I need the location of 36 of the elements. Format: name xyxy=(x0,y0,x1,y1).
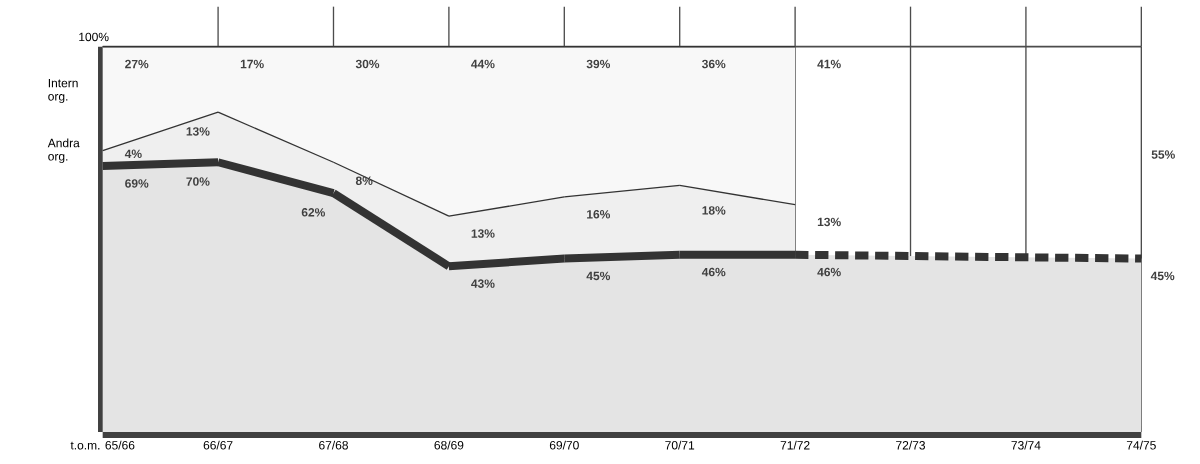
text: 100% xyxy=(79,32,109,42)
data-label: 13% xyxy=(186,127,210,136)
data-label: 41% xyxy=(817,59,841,69)
data-label: 45% xyxy=(1150,271,1175,281)
data-label: 4% xyxy=(124,149,142,158)
x-tick-label: 71/72 xyxy=(780,440,810,450)
data-label: 18% xyxy=(702,206,726,215)
data-label: 39% xyxy=(586,59,611,69)
x-tick-label: 67/68 xyxy=(319,440,348,450)
data-label: 45% xyxy=(586,271,611,281)
data-label: 16% xyxy=(587,210,611,219)
text: 55% xyxy=(1151,150,1175,159)
x-tick-label: 70/71 xyxy=(665,440,695,450)
data-label: 62% xyxy=(301,208,325,217)
data-label: 36% xyxy=(702,59,726,69)
data-label: 43% xyxy=(471,279,495,288)
x-tick-label: 73/74 xyxy=(1011,440,1041,450)
x-tick-label: 74/75 xyxy=(1126,440,1156,450)
data-label: 30% xyxy=(355,59,380,69)
text: Intern org. xyxy=(48,78,78,104)
data-label: 70% xyxy=(186,177,210,186)
x-tick-label: 68/69 xyxy=(434,440,464,450)
x-tick-label: t.o.m. 65/66 xyxy=(70,440,135,450)
x-tick-label: 66/67 xyxy=(203,440,233,450)
data-label: 69% xyxy=(125,179,149,188)
data-label: 17% xyxy=(240,59,264,69)
data-label: 13% xyxy=(471,229,495,238)
data-label: 27% xyxy=(125,59,149,69)
data-label: 44% xyxy=(471,59,495,69)
data-label: 8% xyxy=(355,176,373,186)
data-label: 13% xyxy=(817,217,841,227)
data-label: 46% xyxy=(701,267,726,277)
series-label: Andra org. xyxy=(47,138,80,163)
x-tick-label: 72/73 xyxy=(896,440,925,450)
data-label: 46% xyxy=(817,267,841,277)
x-tick-label: 69/70 xyxy=(549,440,579,450)
